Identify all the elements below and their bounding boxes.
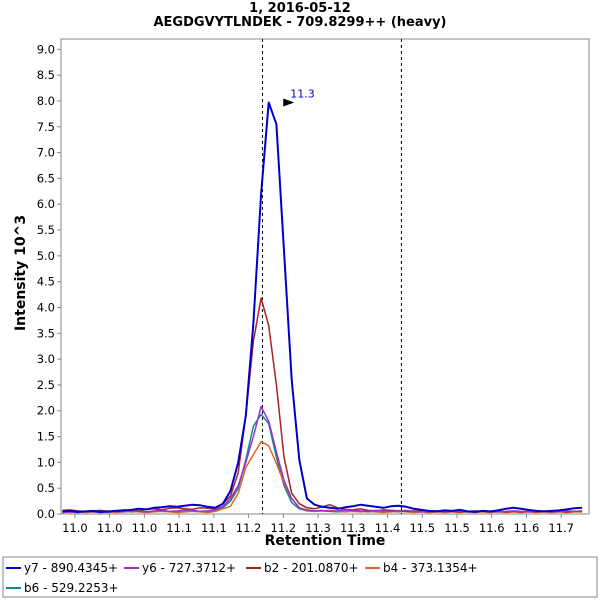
x-tick-label: 11.3 (305, 521, 331, 535)
x-tick-label: 11.3 (340, 521, 366, 535)
y-tick-label: 3.0 (37, 352, 55, 366)
legend-entry-label: b2 - 201.0870+ (264, 561, 359, 575)
x-tick-label: 11.1 (201, 521, 227, 535)
x-tick-label: 11.0 (97, 521, 123, 535)
x-axis: 11.0 11.0 11.0 11.1 11.1 11.2 11.2 11.3 11.3 11.4… (62, 514, 574, 535)
x-tick-label: 11.6 (514, 521, 540, 535)
x-tick-label: 11.0 (62, 521, 88, 535)
y-tick-label: 8.5 (37, 68, 55, 82)
x-tick-label: 11.2 (236, 521, 262, 535)
x-tick-label: 11.5 (444, 521, 470, 535)
x-axis-label: Retention Time (265, 533, 386, 549)
y-axis-label: Intensity 10^3 (13, 215, 29, 331)
integration-boundaries (261, 39, 402, 514)
y-tick-label: 6.0 (37, 197, 55, 211)
series-layer (62, 101, 583, 514)
chart-subtitle: AEGDGVYTLNDEK - 709.8299++ (heavy) (153, 15, 446, 30)
legend-entry-label: b6 - 529.2253+ (24, 581, 119, 595)
chart-title: 1, 2016-05-12 (249, 1, 351, 16)
y-tick-label: 4.5 (37, 275, 55, 289)
legend-box (2, 556, 598, 598)
legend-entry-label: y7 - 890.4345+ (24, 561, 118, 575)
peak-annotation: 11.3 (283, 88, 315, 107)
legend: y7 - 890.4345+ y6 - 727.3712+ b2 - 201.087… (6, 561, 478, 595)
y-tick-label: 5.0 (37, 249, 55, 263)
y-tick-label: 2.0 (37, 404, 55, 418)
x-tick-label: 11.0 (132, 521, 158, 535)
x-tick-label: 11.7 (548, 521, 574, 535)
y-tick-label: 6.5 (37, 171, 55, 185)
x-tick-label: 11.1 (166, 521, 192, 535)
legend-entry-label: y6 - 727.3712+ (142, 561, 236, 575)
legend-entry-label: b4 - 373.1354+ (383, 561, 478, 575)
y-tick-label: 4.0 (37, 300, 55, 314)
x-tick-label: 11.5 (409, 521, 435, 535)
y-tick-label: 7.0 (37, 146, 55, 160)
y-tick-label: 1.5 (37, 430, 55, 444)
peak-marker-arrow (283, 98, 295, 107)
y-tick-label: 0.5 (37, 481, 55, 495)
x-tick-label: 11.2 (271, 521, 297, 535)
y-tick-label: 7.5 (37, 120, 55, 134)
y-tick-label: 8.0 (37, 94, 55, 108)
y-tick-label: 1.0 (37, 455, 55, 469)
y-tick-label: 0.0 (37, 507, 55, 521)
peak-retention-label: 11.3 (290, 88, 315, 101)
y-tick-label: 3.5 (37, 326, 55, 340)
x-tick-label: 11.6 (479, 521, 505, 535)
y-axis: 0.0 0.5 1.0 1.5 2.0 2.5 3.0 3.5 4.0 4.5 5.0 5.5 6.0 6… (37, 42, 61, 521)
series-line-y7 (62, 101, 583, 513)
y-tick-label: 9.0 (37, 42, 55, 56)
y-tick-label: 5.5 (37, 223, 55, 237)
plot-area (60, 38, 590, 515)
y-tick-label: 2.5 (37, 378, 55, 392)
x-tick-label: 11.4 (375, 521, 401, 535)
